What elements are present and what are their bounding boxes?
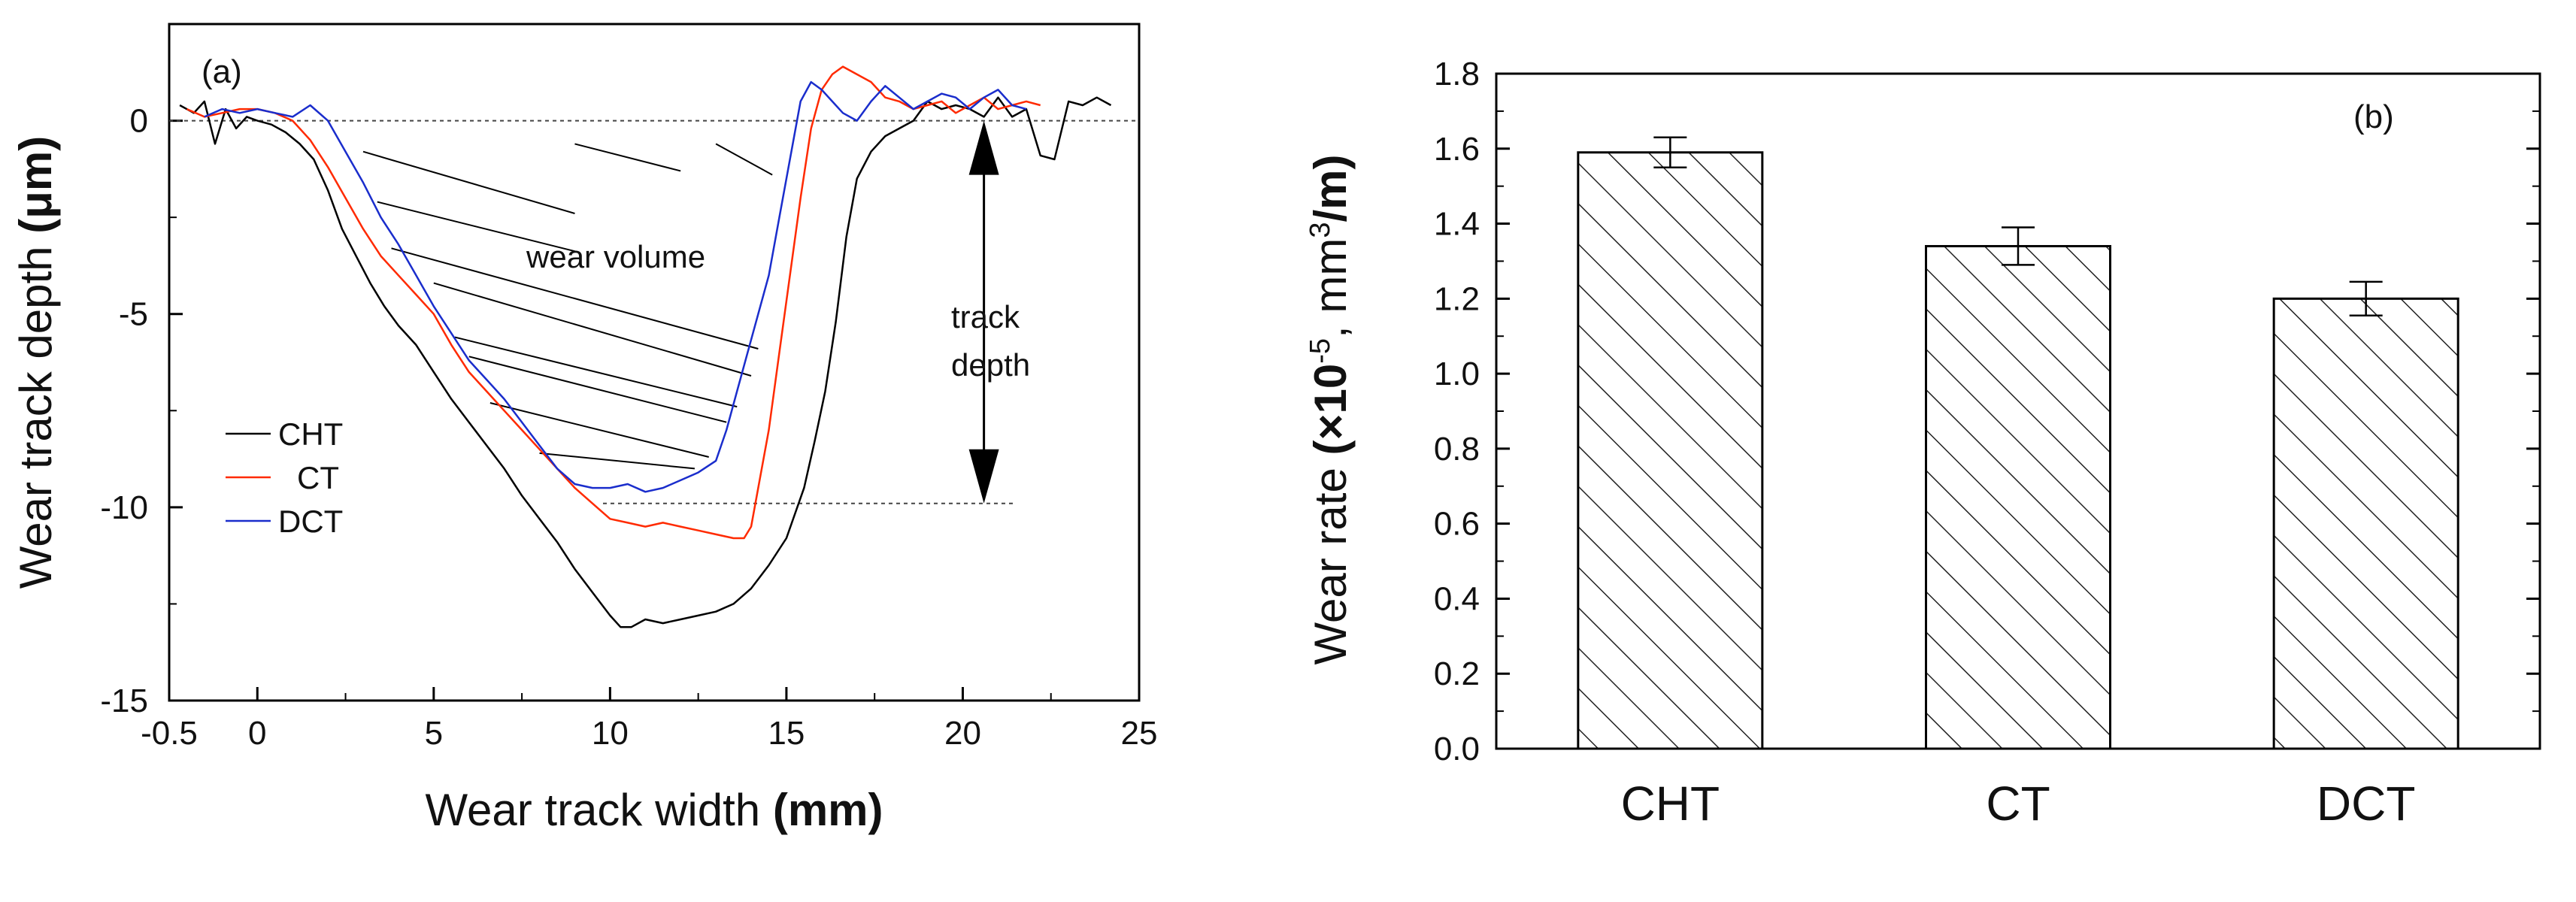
- y-tick-label: 1.2: [1434, 280, 1480, 317]
- y-axis-title: Wear rate (×10-5, mm3/m): [1305, 154, 1356, 664]
- hatch-line: [489, 402, 709, 458]
- wear-volume-label: wear volume: [526, 239, 705, 274]
- x-axis-title: Wear track width (mm): [425, 785, 883, 835]
- x-tick-label: 25: [1121, 715, 1158, 752]
- y-tick-label: 0: [130, 103, 148, 140]
- y-tick-label: 0.2: [1434, 655, 1480, 692]
- axis-ticks: [168, 23, 1141, 702]
- y-tick-label: 0.8: [1434, 431, 1480, 468]
- bar-cht: [1577, 151, 1764, 750]
- x-tick-label: 0: [248, 715, 266, 752]
- y-tick-label: 0.6: [1434, 506, 1480, 543]
- series-cht: [179, 96, 1112, 628]
- y-tick-label: 1.6: [1434, 131, 1480, 168]
- hatch-line: [362, 150, 575, 214]
- y-tick-label: 1.0: [1434, 356, 1480, 392]
- reference-lines: [169, 120, 1139, 504]
- x-tick-label: -0.5: [141, 715, 198, 752]
- series-dct: [204, 80, 1027, 493]
- x-tick-label: 10: [592, 715, 629, 752]
- arrow-head-bottom: [968, 449, 999, 504]
- wear-volume-hatch: [362, 143, 773, 470]
- x-tick-label: 5: [425, 715, 443, 752]
- hatch-line: [391, 247, 759, 350]
- hatch-line: [433, 282, 752, 377]
- depth-label: depth: [951, 347, 1030, 383]
- hatch-line: [574, 143, 681, 172]
- arrow-head-top: [968, 120, 999, 175]
- bars: [1577, 151, 2459, 750]
- y-tick-label: -5: [119, 296, 148, 333]
- bar-dct: [2272, 297, 2459, 750]
- legend: CHT CT DCT: [226, 416, 343, 539]
- series-ct: [186, 65, 1041, 540]
- y-tick-label: -10: [100, 489, 148, 526]
- error-bars: [1653, 136, 2383, 317]
- category-label-dct: DCT: [2317, 776, 2416, 831]
- track-label: track: [951, 299, 1020, 334]
- hatch-line: [377, 201, 579, 253]
- y-tick-label: 1.4: [1434, 206, 1480, 243]
- tick-labels: -0.5 0 5 10 15 20 25 0 -5 -10 -15: [100, 103, 1157, 752]
- bar-chart-panel: 0.00.20.40.60.81.01.21.41.61.8 CHT CT DCT …: [1305, 56, 2541, 831]
- line-chart-panel: -0.5 0 5 10 15 20 250-5-10-15 (a) wear volume …: [11, 23, 1157, 835]
- y-tick-label: 0.4: [1434, 580, 1480, 617]
- legend-label-ct: CT: [297, 460, 339, 495]
- legend-label-dct: DCT: [278, 504, 343, 539]
- panel-label: (a): [202, 53, 242, 90]
- tick-labels: 0.0 0.2 0.4 0.6 0.8 1.0 1.2 1.4 1.6 1.8: [1434, 56, 1480, 767]
- plot-frame: [168, 23, 1141, 702]
- y-tick-label: 1.8: [1434, 56, 1480, 92]
- category-labels: CHT CT DCT: [1621, 776, 2416, 831]
- category-label-cht: CHT: [1621, 776, 1720, 831]
- y-tick-label: 0.0: [1434, 731, 1480, 767]
- panel-label: (b): [2353, 98, 2394, 135]
- x-tick-label: 15: [768, 715, 805, 752]
- hatch-line: [715, 143, 773, 176]
- hatch-line: [454, 336, 738, 408]
- category-label-ct: CT: [1986, 776, 2050, 831]
- legend-label-cht: CHT: [278, 416, 343, 452]
- series-lines: [179, 65, 1112, 628]
- axis-ticks: [1496, 72, 2540, 750]
- bar-ct: [1925, 244, 2111, 750]
- y-tick-label: -15: [100, 683, 148, 719]
- x-tick-label: 20: [944, 715, 981, 752]
- y-axis-title: Wear track depth (μm): [11, 136, 61, 589]
- hatch-line: [468, 356, 727, 423]
- hatch-line: [539, 452, 696, 470]
